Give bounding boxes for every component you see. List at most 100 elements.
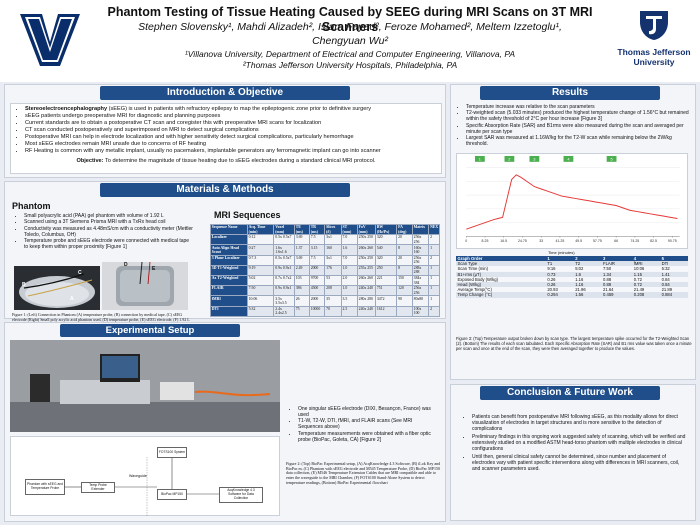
x-tick-label: 74.25 xyxy=(630,239,639,243)
x-tick-label: 49.5 xyxy=(575,239,582,243)
photo-label-d: D xyxy=(124,262,128,268)
table-row: Average Temp(°C) 20.93 21.96 21.64 21.49 21.8… xyxy=(456,287,688,293)
jefferson-logo: Thomas Jefferson University xyxy=(614,8,694,78)
bullet-item: Current standards are to obtain a postop… xyxy=(25,120,437,127)
table-cell: 2 xyxy=(428,234,440,246)
table-cell: 255x 255 xyxy=(356,264,377,276)
bullet-item: T1-W, T2-W, DTI, fMRI, and FLAIR scans (… xyxy=(298,418,438,430)
table-cell: Auto Align Head Scout xyxy=(210,244,248,256)
table-cell: 103 xyxy=(293,274,310,287)
jefferson-university: University xyxy=(633,57,675,67)
intro-box: Stereoelectroencephalography (sEEG) is u… xyxy=(10,103,442,174)
table-cell: Temp Change (°C) xyxy=(456,292,546,298)
table-cell: 221 xyxy=(375,274,398,287)
flow-extender: Temp Probe Extender xyxy=(81,482,115,493)
table-cell: 7.5 xyxy=(308,234,326,246)
table-row: Exposed Body (W/kg) 0.26 1.16 0.88 0.72 0.84 xyxy=(456,276,688,283)
table-cell: 260x 260 xyxy=(356,274,377,287)
table-cell: 1.16 xyxy=(573,276,602,283)
authors-line-2: Chengyuan Wu² xyxy=(312,35,388,47)
table-cell: 160x 160 xyxy=(411,244,430,256)
table-header-cell: 4 xyxy=(632,256,661,262)
table-cell: 3x1 xyxy=(324,254,342,266)
table-cell: 0.7x 0.7x2 xyxy=(273,274,295,287)
table-cell: 751 xyxy=(375,285,398,297)
x-tick-label: 66 xyxy=(614,239,618,243)
bullet-item: Conductivity was measured as 4.48mS/cm w… xyxy=(24,226,194,238)
table-cell: 0.88 xyxy=(601,282,633,288)
x-tick-label: 24.75 xyxy=(518,239,527,243)
bullet-item: sEEG patients undergo preoperative MRI f… xyxy=(25,113,437,120)
temperature-line xyxy=(466,174,678,230)
methods-header: Materials & Methods xyxy=(100,183,350,197)
phantom-photo-right xyxy=(102,262,188,310)
flow-fots: FOTS100 System xyxy=(157,447,187,458)
scan-marker xyxy=(563,155,574,162)
table-cell: 0:27 xyxy=(246,244,275,256)
phantom-bullets: Small polyacrylic acid (PAA) gel phantom… xyxy=(14,213,194,251)
table-cell: 7:50 xyxy=(601,266,633,272)
temperature-chart: 0 8.25 16.5 24.75 33 41.25 49.5 57.75 66 74.25 82.… xyxy=(456,153,688,249)
x-tick-label: 16.5 xyxy=(500,239,507,243)
table-cell: 0.5x 0.5x7 xyxy=(273,254,295,266)
mri-sequences-title: MRI Sequences xyxy=(214,210,281,220)
table-cell: 320 xyxy=(375,254,398,266)
results-table: Graph Order 1 2 3 4 5 Scan Type T1 T2 FLAIR fMRI DT… xyxy=(456,256,688,298)
table-cell: 0.459 xyxy=(601,292,633,298)
x-axis-label: Time (minutes) xyxy=(548,250,575,255)
table-header-cell: Matrix xyxy=(411,223,430,236)
poster-title: Phantom Testing of Tissue Heating Caused… xyxy=(107,5,593,34)
table-cell: 1.34 xyxy=(601,271,633,277)
table-cell: 120 xyxy=(396,285,413,297)
table-header-cell: BW (Hz/Px) xyxy=(375,223,398,236)
table-cell: 1.41 xyxy=(660,271,688,277)
intro-header: Introduction & Objective xyxy=(100,86,350,100)
table-header-cell: FA (deg) xyxy=(396,223,413,236)
villanova-logo xyxy=(18,12,82,68)
table-cell: 20.93 xyxy=(545,287,574,293)
table-cell: 540 xyxy=(375,244,398,256)
table-cell: 0.884 xyxy=(660,292,688,298)
table-cell: 10000 xyxy=(308,305,326,317)
table-cell: 2000 xyxy=(308,264,326,276)
conclusion-bullets: Patients can benefit from postoperative … xyxy=(462,414,688,474)
table-cell: 0.84 xyxy=(660,282,688,288)
scan-marker xyxy=(504,155,515,162)
table-cell: 2000 xyxy=(308,295,326,307)
table-cell: 2.5 xyxy=(340,305,358,317)
table-cell: 20 xyxy=(396,234,413,246)
flow-waveguide: Waveguide xyxy=(129,474,147,478)
table-cell: 0.72 xyxy=(632,282,661,288)
table-cell: 1.6 xyxy=(340,244,358,256)
table-cell: 2.4x 2.4x2.5 xyxy=(273,305,295,317)
table-cell: 7.5 xyxy=(308,254,326,266)
x-tick-label: 41.25 xyxy=(556,239,565,243)
bullet-item: One singular sEEG electrode (DIXI, Besan… xyxy=(298,406,438,418)
table-row: B1+rms (μT) 0.73 1.6 1.34 1.15 1.41 xyxy=(456,271,688,277)
results-bullets: Temperature increase was relative to the… xyxy=(456,104,692,148)
table-cell: 240x 240 xyxy=(356,285,377,297)
table-cell: T2 xyxy=(573,261,602,267)
conclusion-header: Conclusion & Future Work xyxy=(480,386,660,400)
title-area xyxy=(0,0,700,82)
table-header-cell: Voxel (mm) xyxy=(273,223,295,236)
figure-3-caption: Figure 3: (Top) Temperature output broke… xyxy=(456,336,692,351)
table-cell: 8 xyxy=(396,264,413,276)
table-cell: 0.73 xyxy=(545,271,574,277)
bullet-item: Specific Absorption Rate (SAR) and B1rms… xyxy=(466,123,692,135)
objective-text: To determine the magnitude of tissue hea… xyxy=(104,157,376,164)
table-cell: 100x 100 xyxy=(411,305,430,317)
table-header-cell: 5 xyxy=(660,256,688,262)
table-row: Scan Type T1 T2 FLAIR fMRI DTI xyxy=(456,261,688,267)
table-cell: 1.16 xyxy=(573,282,602,288)
table-cell: 250x 250 xyxy=(356,254,377,266)
flow-phantom: Phantom with sEEG and Temperature Probe xyxy=(25,479,65,495)
table-cell: B1+rms (μT) xyxy=(456,271,546,277)
table-cell: 1 xyxy=(428,264,440,276)
table-cell: 320 xyxy=(375,234,398,246)
table-cell: Exposed Body (W/kg) xyxy=(456,276,546,283)
table-cell: 0.26 xyxy=(545,276,574,283)
table-cell: 384x 384 xyxy=(411,274,430,287)
table-cell: fMRI xyxy=(632,261,661,267)
table-cell: 4500 xyxy=(308,285,326,297)
